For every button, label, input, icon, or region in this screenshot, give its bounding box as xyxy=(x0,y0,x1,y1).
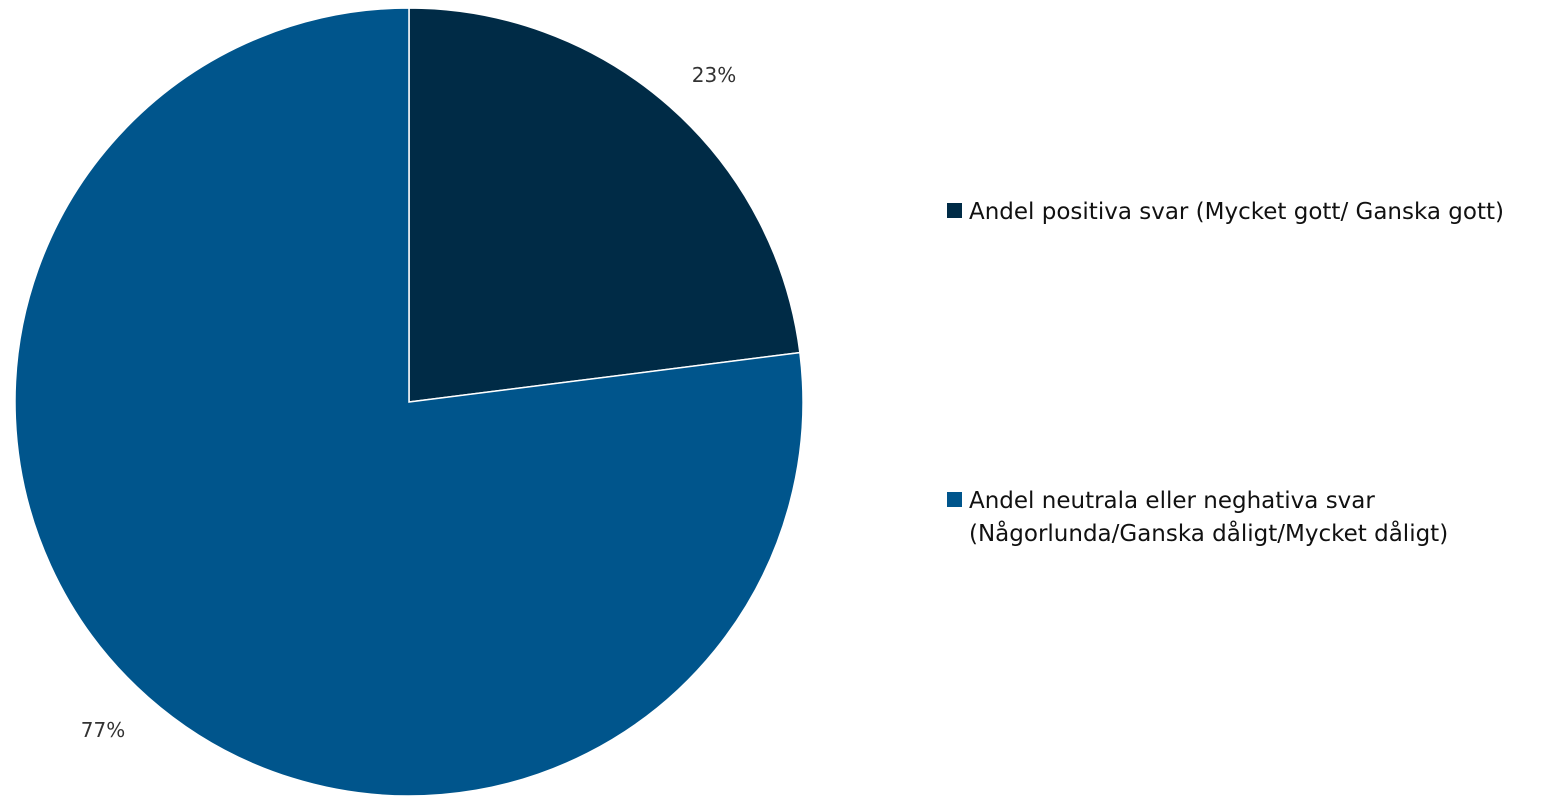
legend-item-2: Andel neutrala eller neghativa svar (Någo… xyxy=(947,488,1448,547)
data-labels: 23% 77% xyxy=(81,63,736,742)
pie-slices xyxy=(14,7,804,797)
legend-swatch-2 xyxy=(947,492,962,507)
pie-slice-2 xyxy=(14,7,804,797)
data-label-1: 23% xyxy=(692,63,736,87)
legend: Andel positiva svar (Mycket gott/ Ganska… xyxy=(947,199,1504,547)
legend-swatch-1 xyxy=(947,203,962,218)
data-label-2: 77% xyxy=(81,718,125,742)
legend-label-1: Andel positiva svar (Mycket gott/ Ganska… xyxy=(969,199,1504,225)
pie-slice-1 xyxy=(408,7,801,403)
legend-label-2: Andel neutrala eller neghativa svar (Någo… xyxy=(969,488,1448,547)
legend-item-1: Andel positiva svar (Mycket gott/ Ganska… xyxy=(947,199,1504,225)
